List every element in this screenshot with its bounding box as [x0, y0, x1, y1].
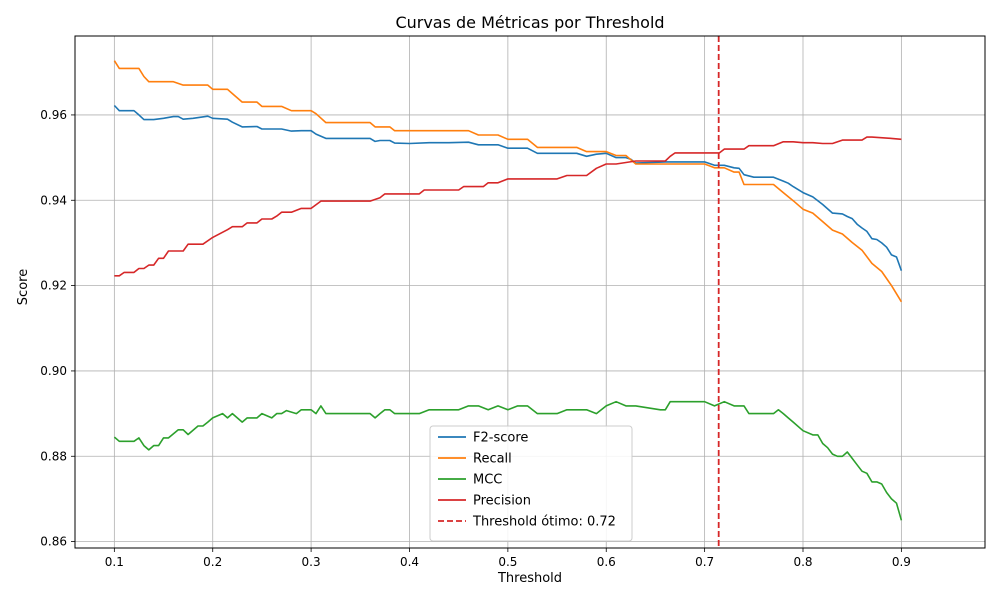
legend-label: MCC [473, 473, 502, 488]
chart-title: Curvas de Métricas por Threshold [395, 13, 664, 32]
x-tick-label: 0.5 [498, 555, 517, 569]
series-line-precision [114, 136, 902, 277]
plot-area-frame [74, 35, 986, 549]
grid-lines [75, 36, 985, 548]
x-tick-label: 0.6 [597, 555, 616, 569]
x-tick-label: 0.3 [302, 555, 321, 569]
y-tick-label: 0.94 [40, 193, 67, 207]
x-tick-label: 0.1 [105, 555, 124, 569]
legend-label: Precision [473, 494, 531, 509]
x-axis-ticks: 0.1 0.2 0.3 0.4 0.5 0.6 0.7 0.8 0.9 [105, 548, 911, 569]
x-tick-label: 0.8 [793, 555, 812, 569]
x-tick-label: 0.4 [400, 555, 419, 569]
x-tick-label: 0.2 [203, 555, 222, 569]
y-tick-label: 0.92 [40, 279, 67, 293]
legend-label: F2-score [473, 431, 528, 446]
legend: F2-score Recall MCC Precision Threshold ótim… [429, 425, 633, 542]
series-lines [113, 60, 903, 521]
y-axis-ticks: 0.86 0.88 0.90 0.92 0.94 0.96 [40, 108, 75, 549]
y-tick-label: 0.88 [40, 449, 67, 463]
series-line-f2-score [113, 104, 903, 271]
x-axis-label: Threshold [497, 571, 562, 586]
series-line-mcc [113, 400, 903, 521]
series-line-recall [113, 60, 903, 303]
y-tick-label: 0.90 [40, 364, 67, 378]
x-tick-label: 0.7 [695, 555, 714, 569]
x-tick-label: 0.9 [892, 555, 911, 569]
legend-label: Recall [473, 452, 512, 467]
y-tick-label: 0.96 [40, 108, 67, 122]
legend-box [429, 425, 633, 542]
y-axis-label: Score [16, 269, 31, 305]
legend-label: Threshold ótimo: 0.72 [472, 515, 616, 530]
y-tick-label: 0.86 [40, 535, 67, 549]
